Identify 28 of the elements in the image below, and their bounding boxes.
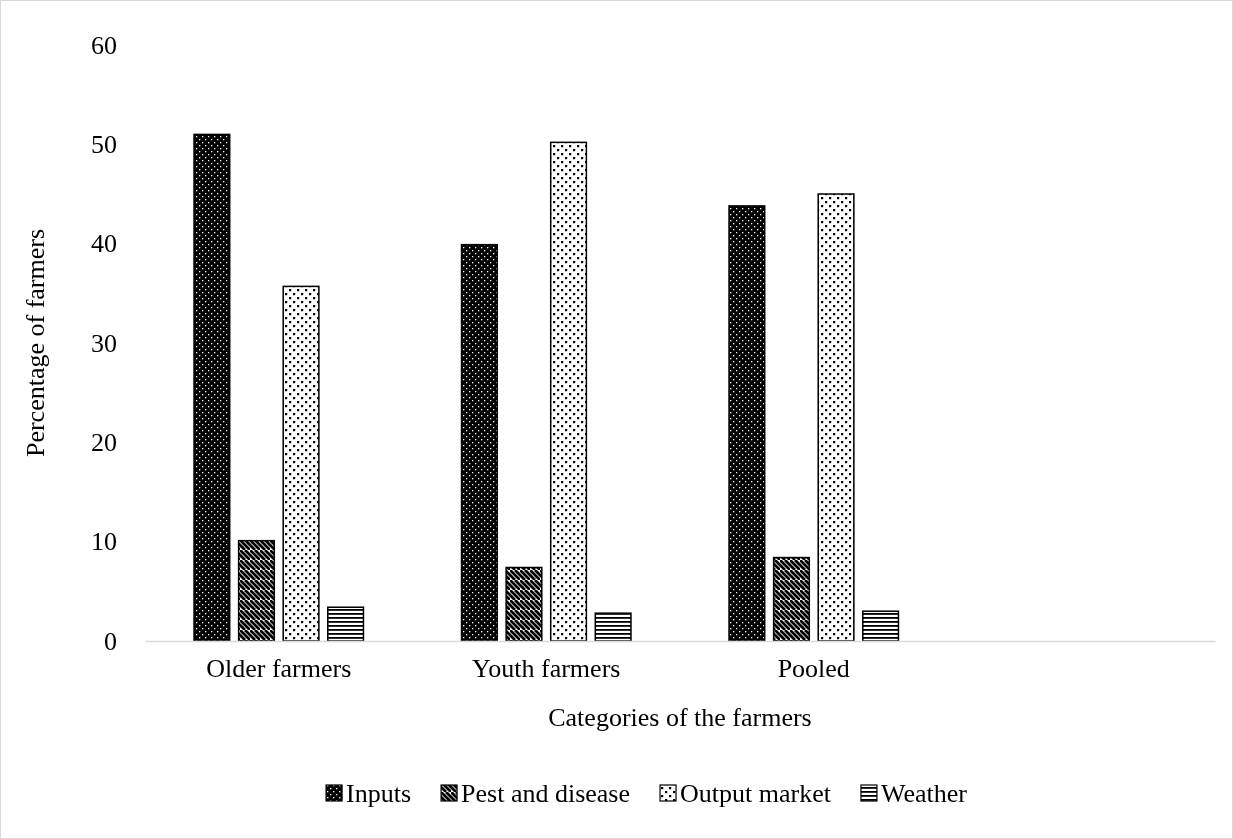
x-tick-label: Older farmers	[206, 654, 352, 684]
bar	[327, 606, 365, 642]
y-axis-title: Percentage of farmers	[21, 228, 50, 458]
x-tick-label: Pooled	[777, 654, 850, 684]
bar	[772, 556, 811, 642]
x-axis-title: Categories of the farmers	[548, 703, 812, 732]
y-tick-label: 60	[91, 30, 117, 60]
y-tick-label: 0	[104, 626, 117, 656]
legend-label: Pest and disease	[461, 779, 631, 808]
legend-label: Weather	[880, 779, 968, 808]
bar	[728, 205, 766, 642]
y-tick-label: 50	[91, 130, 117, 160]
bar	[817, 193, 855, 642]
bar	[549, 141, 588, 642]
bar	[237, 539, 276, 642]
bar	[862, 610, 900, 642]
bar	[282, 285, 320, 642]
bar	[505, 566, 543, 642]
y-tick-label: 30	[91, 328, 117, 358]
y-tick-label: 40	[91, 229, 117, 259]
legend-label: Inputs	[346, 779, 412, 808]
legend-label: Output market	[680, 779, 832, 808]
x-tick-label: Youth farmers	[472, 654, 621, 684]
bar	[460, 243, 498, 642]
bar	[594, 612, 632, 642]
y-tick-label: 20	[91, 428, 117, 458]
bar	[193, 133, 231, 642]
y-tick-label: 10	[91, 527, 117, 557]
